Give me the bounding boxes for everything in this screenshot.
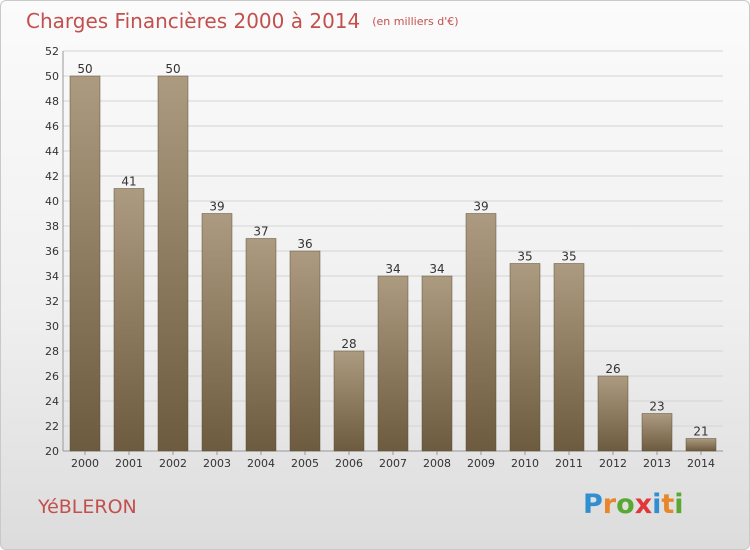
- bar: [685, 438, 717, 452]
- bar: [113, 188, 145, 452]
- x-tick-label: 2012: [599, 457, 627, 470]
- logo-letter: i: [674, 489, 684, 520]
- data-label: 39: [209, 200, 224, 214]
- y-tick-label: 44: [45, 145, 59, 158]
- y-tick-label: 34: [45, 270, 59, 283]
- bar: [553, 263, 585, 452]
- data-label: 23: [649, 400, 664, 414]
- bar: [333, 350, 365, 452]
- commune-name: YéBLERON: [38, 496, 137, 518]
- logo-letter: x: [634, 489, 653, 520]
- y-tick-label: 40: [45, 195, 59, 208]
- data-label: 21: [693, 425, 708, 439]
- y-tick-label: 28: [45, 345, 59, 358]
- y-tick-label: 20: [45, 445, 59, 458]
- y-tick-label: 50: [45, 70, 59, 83]
- y-tick-labels: 20 22 24 26 28 30 32 34 36 38 40 42 44 46 48 50 52: [45, 45, 59, 458]
- y-tick-label: 32: [45, 295, 59, 308]
- data-label: 50: [77, 62, 92, 76]
- x-tick-label: 2013: [643, 457, 671, 470]
- data-label: 35: [517, 250, 532, 264]
- bar: [245, 238, 277, 452]
- bar: [157, 75, 189, 452]
- y-tick-label: 48: [45, 95, 59, 108]
- x-tick-label: 2008: [423, 457, 451, 470]
- data-label: 35: [561, 250, 576, 264]
- logo-letter: r: [602, 489, 617, 520]
- bar: [465, 213, 497, 452]
- y-tick-label: 30: [45, 320, 59, 333]
- bars: [69, 75, 717, 452]
- x-tick-label: 2010: [511, 457, 539, 470]
- data-label: 39: [473, 200, 488, 214]
- data-labels: 50 41 50 39 37 36 28 34 34 39 35 35 26 23 21: [77, 62, 708, 439]
- data-label: 26: [605, 362, 620, 376]
- y-tick-label: 42: [45, 170, 59, 183]
- logo-letter: P: [583, 489, 603, 520]
- bar: [509, 263, 541, 452]
- data-label: 36: [297, 237, 312, 251]
- y-tick-label: 52: [45, 45, 59, 58]
- y-tick-label: 46: [45, 120, 59, 133]
- x-tick-label: 2009: [467, 457, 495, 470]
- x-tick-label: 2005: [291, 457, 319, 470]
- y-tick-label: 36: [45, 245, 59, 258]
- bar: [597, 375, 629, 452]
- x-tick-label: 2000: [71, 457, 99, 470]
- bar: [421, 275, 453, 452]
- logo-letter: t: [661, 489, 675, 520]
- y-tick-label: 26: [45, 370, 59, 383]
- bar: [201, 213, 233, 452]
- bar: [289, 250, 321, 452]
- x-tick-label: 2014: [687, 457, 715, 470]
- x-tick-label: 2006: [335, 457, 363, 470]
- y-tick-label: 24: [45, 395, 59, 408]
- data-label: 34: [385, 262, 400, 276]
- x-tick-label: 2002: [159, 457, 187, 470]
- data-label: 28: [341, 337, 356, 351]
- x-tick-label: 2003: [203, 457, 231, 470]
- x-tick-label: 2011: [555, 457, 583, 470]
- x-tick-label: 2001: [115, 457, 143, 470]
- data-label: 50: [165, 62, 180, 76]
- y-tick-label: 38: [45, 220, 59, 233]
- logo-letter: i: [652, 489, 662, 520]
- bar: [69, 75, 101, 452]
- chart-unit: (en milliers d'€): [372, 15, 459, 28]
- bar: [641, 413, 673, 452]
- y-tick-label: 22: [45, 420, 59, 433]
- proxiti-logo: Proxiti: [583, 489, 684, 520]
- bar: [377, 275, 409, 452]
- x-tick-label: 2007: [379, 457, 407, 470]
- chart-title: Charges Financières 2000 à 2014 (en milli…: [26, 9, 459, 33]
- x-tick-labels: 2000 2001 2002 2003 2004 2005 2006 2007 2008 2009…: [71, 457, 715, 470]
- data-label: 34: [429, 262, 444, 276]
- chart-title-text: Charges Financières 2000 à 2014: [26, 9, 361, 33]
- data-label: 37: [253, 225, 268, 239]
- data-label: 41: [121, 175, 136, 189]
- logo-letter: o: [616, 489, 635, 520]
- x-tick-label: 2004: [247, 457, 275, 470]
